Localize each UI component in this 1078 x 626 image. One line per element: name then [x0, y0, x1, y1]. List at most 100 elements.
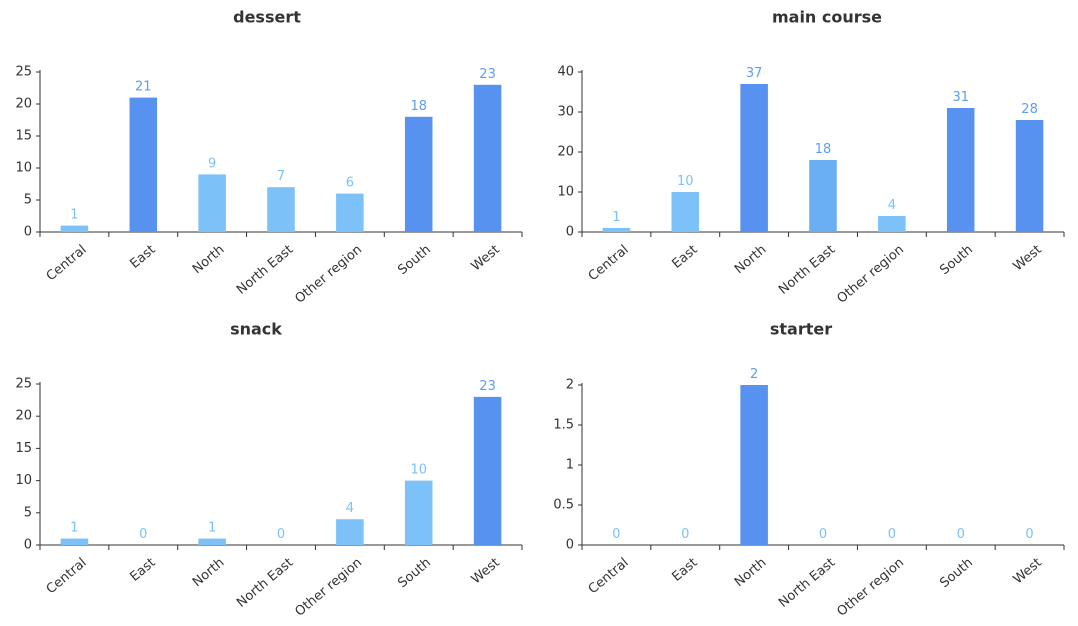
- chart-3-x-tick-label: Other region: [834, 555, 907, 619]
- chart-0-bar[interactable]: [267, 187, 295, 232]
- chart-0-data-label: 18: [410, 99, 427, 114]
- chart-2-bar[interactable]: [198, 538, 226, 545]
- chart-2-x-tick-label: North East: [234, 555, 296, 611]
- chart-3-y-tick-label: 1.5: [553, 418, 574, 433]
- chart-1-y-tick-label: 0: [566, 225, 574, 240]
- chart-1-title: main course: [772, 8, 882, 27]
- chart-2-y-tick-label: 10: [15, 473, 32, 488]
- chart-1-bar[interactable]: [878, 216, 906, 232]
- chart-1-y-tick-label: 10: [557, 185, 574, 200]
- chart-1-data-label: 10: [677, 174, 694, 189]
- chart-3-data-label: 0: [888, 527, 896, 542]
- chart-0-data-label: 6: [346, 176, 354, 191]
- chart-0-bar[interactable]: [198, 174, 226, 232]
- chart-0-data-label: 7: [277, 169, 285, 184]
- chart-0-data-label: 1: [70, 208, 78, 223]
- chart-1-x-tick-label: South: [937, 242, 976, 278]
- chart-2-y-tick-label: 20: [15, 409, 32, 424]
- chart-1-data-label: 4: [888, 198, 896, 213]
- chart-2-x-tick-label: North: [190, 555, 227, 590]
- chart-0-bar[interactable]: [129, 97, 158, 232]
- chart-2-x-tick-label: South: [395, 555, 434, 591]
- chart-1-bar[interactable]: [946, 108, 975, 232]
- chart-1-x-tick-label: North East: [776, 242, 838, 298]
- chart-0-y-tick-label: 5: [24, 193, 32, 208]
- chart-1-y-tick-label: 20: [557, 145, 574, 160]
- chart-1-y-tick-label: 30: [557, 105, 574, 120]
- chart-3-bar[interactable]: [740, 385, 768, 545]
- chart-3-x-tick-label: South: [937, 555, 976, 591]
- chart-0-y-tick-label: 20: [15, 97, 32, 112]
- chart-2-x-tick-label: East: [127, 555, 158, 585]
- chart-2-y-tick-label: 15: [15, 441, 32, 456]
- chart-2-data-label: 0: [139, 527, 147, 542]
- chart-0-data-label: 21: [135, 80, 152, 95]
- chart-2-bar[interactable]: [404, 480, 433, 545]
- chart-0-bar[interactable]: [336, 193, 364, 232]
- chart-0-bar[interactable]: [60, 225, 89, 232]
- chart-2-data-label: 1: [208, 521, 216, 536]
- chart-2-title: snack: [230, 320, 282, 339]
- chart-3-x-tick-label: East: [669, 555, 700, 585]
- chart-0-bar[interactable]: [404, 116, 433, 232]
- chart-0-x-tick-label: Central: [44, 242, 90, 284]
- chart-2-data-label: 23: [479, 379, 496, 394]
- chart-3-data-label: 0: [1025, 527, 1033, 542]
- chart-2-data-label: 1: [70, 521, 78, 536]
- chart-3-y-tick-label: 0: [566, 538, 574, 553]
- chart-3-y-tick-label: 2: [566, 378, 574, 393]
- chart-0-x-tick-label: East: [127, 242, 158, 272]
- chart-2-bar[interactable]: [336, 519, 364, 545]
- chart-2-data-label: 0: [277, 527, 285, 542]
- chart-3-y-tick-label: 1: [566, 458, 574, 473]
- chart-0-data-label: 23: [479, 67, 496, 82]
- chart-0-x-tick-label: West: [469, 242, 503, 274]
- chart-1-bar[interactable]: [602, 228, 631, 232]
- chart-1-data-label: 28: [1021, 102, 1038, 117]
- chart-0-y-tick-label: 25: [15, 65, 32, 80]
- chart-3-data-label: 0: [612, 527, 620, 542]
- chart-1-bar[interactable]: [740, 84, 768, 232]
- chart-2-x-tick-label: West: [469, 555, 503, 587]
- chart-3-title: starter: [770, 320, 832, 339]
- chart-1-bar[interactable]: [1015, 120, 1044, 232]
- chart-3-data-label: 0: [957, 527, 965, 542]
- chart-1-data-label: 18: [815, 142, 832, 157]
- chart-1-bar[interactable]: [809, 160, 837, 232]
- chart-3-x-tick-label: West: [1011, 555, 1045, 587]
- chart-0-data-label: 9: [208, 156, 216, 171]
- chart-3-x-tick-label: North: [732, 555, 769, 590]
- chart-0-y-tick-label: 0: [24, 225, 32, 240]
- chart-0-x-tick-label: Other region: [292, 242, 365, 306]
- chart-0-title: dessert: [233, 8, 301, 27]
- chart-3-x-tick-label: North East: [776, 555, 838, 611]
- chart-2-y-tick-label: 0: [24, 538, 32, 553]
- chart-2-bar[interactable]: [60, 538, 89, 545]
- chart-1-x-tick-label: West: [1011, 242, 1045, 274]
- chart-0-y-tick-label: 15: [15, 129, 32, 144]
- chart-0-x-tick-label: North East: [234, 242, 296, 298]
- chart-2-y-tick-label: 25: [15, 377, 32, 392]
- chart-2-x-tick-label: Other region: [292, 555, 365, 619]
- chart-0-x-tick-label: South: [395, 242, 434, 278]
- chart-1-x-tick-label: Central: [586, 242, 632, 284]
- chart-1-y-tick-label: 40: [557, 65, 574, 80]
- chart-1-bar[interactable]: [671, 192, 700, 232]
- chart-3-data-label: 0: [681, 527, 689, 542]
- chart-2-y-tick-label: 5: [24, 505, 32, 520]
- chart-3-data-label: 2: [750, 367, 758, 382]
- chart-1-data-label: 1: [612, 210, 620, 225]
- chart-2-data-label: 4: [346, 501, 354, 516]
- chart-3-x-tick-label: Central: [586, 555, 632, 597]
- chart-3-data-label: 0: [819, 527, 827, 542]
- chart-1-data-label: 31: [952, 90, 969, 105]
- chart-0-x-tick-label: North: [190, 242, 227, 277]
- chart-3-y-tick-label: 0.5: [553, 498, 574, 513]
- chart-0-y-tick-label: 10: [15, 161, 32, 176]
- chart-0-bar[interactable]: [473, 84, 502, 232]
- chart-2-bar[interactable]: [473, 396, 502, 545]
- chart-1-x-tick-label: North: [732, 242, 769, 277]
- chart-1-data-label: 37: [746, 66, 763, 81]
- chart-1-x-tick-label: Other region: [834, 242, 907, 306]
